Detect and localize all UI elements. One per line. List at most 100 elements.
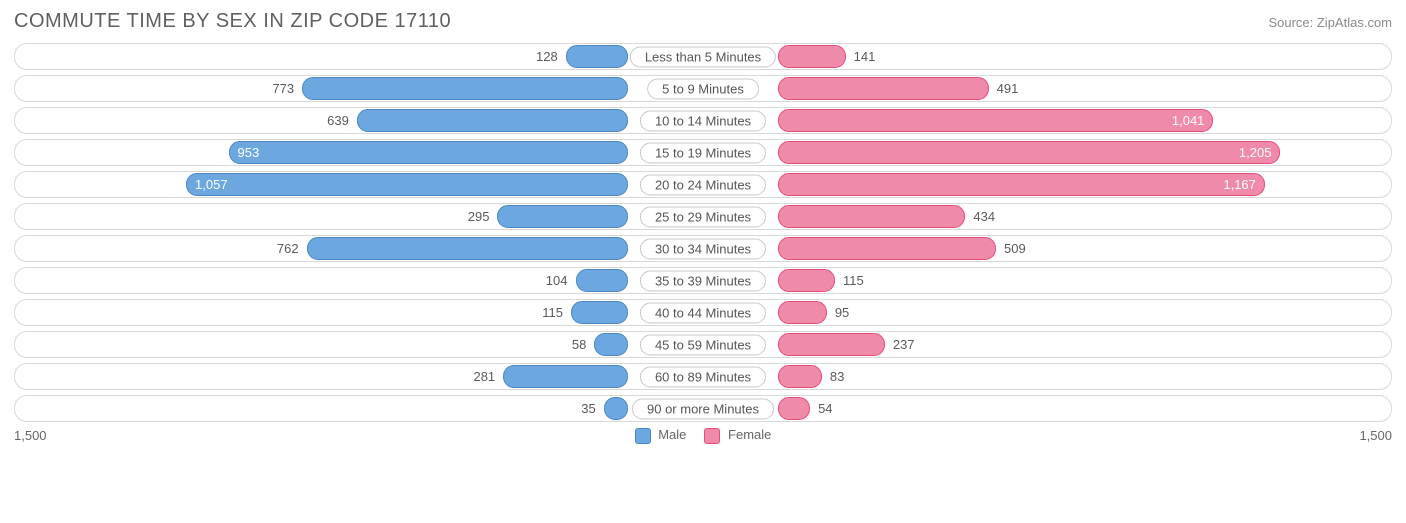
chart-row: 115 95 40 to 44 Minutes <box>14 299 1392 326</box>
male-bar <box>566 45 628 68</box>
male-half: 281 <box>15 364 703 389</box>
male-value-label: 762 <box>269 241 307 256</box>
female-bar: 1,167 <box>778 173 1265 196</box>
female-half: 141 <box>703 44 1391 69</box>
category-label: Less than 5 Minutes <box>630 46 776 67</box>
chart-row: 76250930 to 34 Minutes <box>14 235 1392 262</box>
chart-row: 953 1,205 15 to 19 Minutes <box>14 139 1392 166</box>
female-value-label: 509 <box>996 241 1034 256</box>
chart-body: 128 141 Less than 5 Minutes 773 491 5 to 9 Mi… <box>14 43 1392 422</box>
male-value-label: 104 <box>538 273 576 288</box>
male-half: 35 <box>15 396 703 421</box>
male-half: 639 <box>15 108 703 133</box>
female-half: 491 <box>703 76 1391 101</box>
female-half: 434 <box>703 204 1391 229</box>
female-value-label: 237 <box>885 337 923 352</box>
male-bar: 1,057 <box>186 173 628 196</box>
legend-female-swatch <box>704 428 720 444</box>
male-bar <box>576 269 629 292</box>
male-bar <box>302 77 628 100</box>
female-value-label: 1,167 <box>1223 177 1256 192</box>
chart-row: 58 237 45 to 59 Minutes <box>14 331 1392 358</box>
female-value-label: 1,041 <box>1172 113 1205 128</box>
male-value-label: 128 <box>528 49 566 64</box>
female-value-label: 54 <box>810 401 840 416</box>
female-bar <box>778 237 996 260</box>
category-label: 5 to 9 Minutes <box>647 78 759 99</box>
category-label: 45 to 59 Minutes <box>640 334 766 355</box>
male-bar <box>503 365 628 388</box>
male-bar <box>604 397 628 420</box>
female-half: 83 <box>703 364 1391 389</box>
category-label: 20 to 24 Minutes <box>640 174 766 195</box>
chart-header: COMMUTE TIME BY SEX IN ZIP CODE 17110 So… <box>14 10 1392 33</box>
male-value-label: 281 <box>465 369 503 384</box>
male-bar: 953 <box>229 141 628 164</box>
category-label: 25 to 29 Minutes <box>640 206 766 227</box>
chart-row: 639 1,041 10 to 14 Minutes <box>14 107 1392 134</box>
female-bar <box>778 301 827 324</box>
female-value-label: 491 <box>989 81 1027 96</box>
category-label: 40 to 44 Minutes <box>640 302 766 323</box>
female-half: 1,205 <box>703 140 1391 165</box>
axis-max-left: 1,500 <box>14 428 74 443</box>
female-half: 1,041 <box>703 108 1391 133</box>
chart-row: 128 141 Less than 5 Minutes <box>14 43 1392 70</box>
female-value-label: 115 <box>835 273 872 288</box>
male-value-label: 115 <box>534 305 571 320</box>
female-half: 509 <box>703 236 1391 261</box>
chart-row: 281 83 60 to 89 Minutes <box>14 363 1392 390</box>
chart-row: 773 491 5 to 9 Minutes <box>14 75 1392 102</box>
male-bar <box>571 301 628 324</box>
male-bar <box>357 109 628 132</box>
female-bar: 1,041 <box>778 109 1213 132</box>
female-half: 1,167 <box>703 172 1391 197</box>
male-half: 762 <box>15 236 703 261</box>
chart-footer: 1,500 Male Female 1,500 <box>14 427 1392 444</box>
chart-row: 104 115 35 to 39 Minutes <box>14 267 1392 294</box>
chart-row: 35 54 90 or more Minutes <box>14 395 1392 422</box>
male-half: 58 <box>15 332 703 357</box>
legend-male-swatch <box>635 428 651 444</box>
female-half: 54 <box>703 396 1391 421</box>
female-value-label: 141 <box>846 49 884 64</box>
female-value-label: 95 <box>827 305 857 320</box>
male-half: 115 <box>15 300 703 325</box>
male-value-label: 953 <box>238 145 260 160</box>
female-half: 115 <box>703 268 1391 293</box>
male-bar <box>594 333 628 356</box>
female-bar <box>778 45 846 68</box>
female-bar <box>778 269 835 292</box>
legend-male-label: Male <box>658 427 686 442</box>
male-value-label: 35 <box>573 401 603 416</box>
male-value-label: 58 <box>564 337 594 352</box>
category-label: 60 to 89 Minutes <box>640 366 766 387</box>
male-bar <box>497 205 628 228</box>
legend-female-label: Female <box>728 427 771 442</box>
male-value-label: 295 <box>460 209 498 224</box>
category-label: 15 to 19 Minutes <box>640 142 766 163</box>
female-half: 237 <box>703 332 1391 357</box>
female-half: 95 <box>703 300 1391 325</box>
female-value-label: 434 <box>965 209 1003 224</box>
male-value-label: 1,057 <box>195 177 228 192</box>
male-half: 773 <box>15 76 703 101</box>
category-label: 90 or more Minutes <box>632 398 774 419</box>
category-label: 35 to 39 Minutes <box>640 270 766 291</box>
female-bar <box>778 365 822 388</box>
axis-max-right: 1,500 <box>1332 428 1392 443</box>
chart-row: 1,057 1,167 20 to 24 Minutes <box>14 171 1392 198</box>
chart-title: COMMUTE TIME BY SEX IN ZIP CODE 17110 <box>14 10 451 33</box>
legend-male: Male <box>635 427 687 444</box>
male-half: 104 <box>15 268 703 293</box>
female-bar: 1,205 <box>778 141 1280 164</box>
male-half: 1,057 <box>15 172 703 197</box>
male-half: 953 <box>15 140 703 165</box>
category-label: 10 to 14 Minutes <box>640 110 766 131</box>
male-half: 295 <box>15 204 703 229</box>
male-value-label: 639 <box>319 113 357 128</box>
male-bar <box>307 237 628 260</box>
legend: Male Female <box>74 427 1332 444</box>
female-value-label: 1,205 <box>1239 145 1272 160</box>
female-value-label: 83 <box>822 369 852 384</box>
